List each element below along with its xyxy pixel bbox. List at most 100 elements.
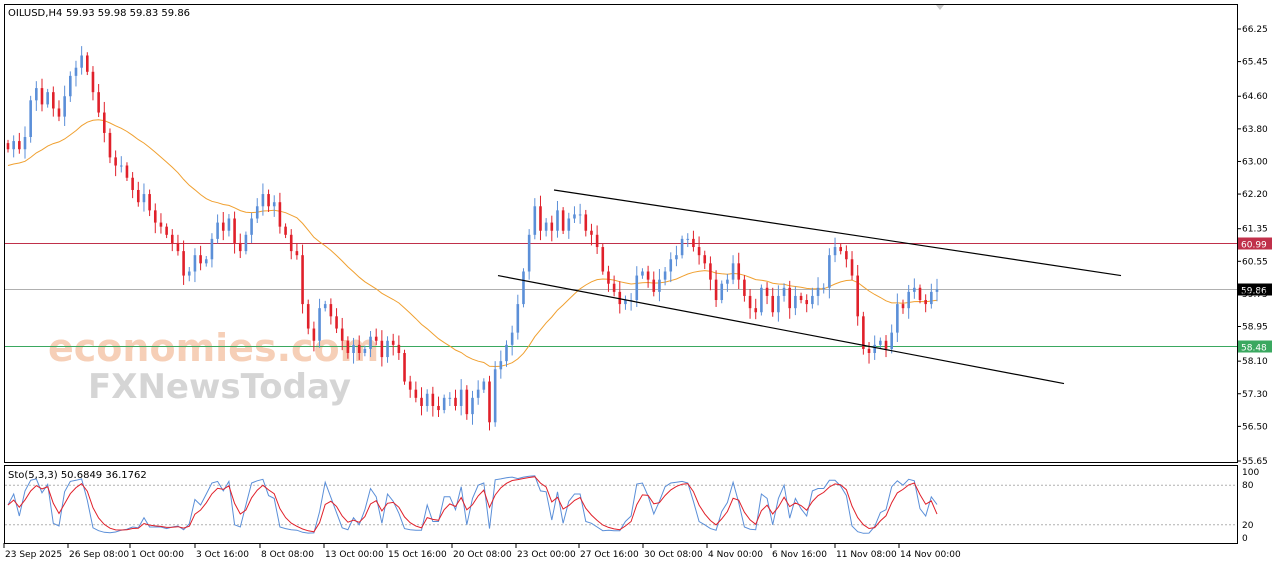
candle bbox=[731, 255, 735, 285]
candle bbox=[216, 214, 219, 244]
y-tick-label: 58.10 bbox=[1242, 357, 1268, 367]
candle bbox=[267, 189, 270, 212]
candle bbox=[913, 278, 916, 299]
candle bbox=[454, 389, 457, 411]
candle bbox=[760, 284, 763, 316]
candle bbox=[346, 336, 350, 359]
candle bbox=[425, 389, 429, 412]
candle bbox=[471, 390, 474, 425]
candle bbox=[403, 349, 406, 385]
candle bbox=[652, 271, 656, 297]
x-tick-label: 26 Sep 08:00 bbox=[69, 550, 129, 560]
candle bbox=[839, 243, 843, 255]
candle bbox=[420, 387, 423, 416]
candle bbox=[476, 380, 480, 405]
candle bbox=[431, 386, 435, 417]
y-tick-label: 60.55 bbox=[1242, 257, 1268, 267]
channel-lower-line[interactable] bbox=[497, 274, 1065, 385]
candle bbox=[108, 128, 112, 164]
candle bbox=[573, 206, 576, 223]
y-tick-label: 56.50 bbox=[1242, 422, 1268, 432]
stochastic-main-line bbox=[7, 475, 938, 534]
candle bbox=[86, 52, 89, 76]
watermark-line2: FXNewsToday bbox=[88, 367, 351, 407]
candle bbox=[924, 294, 927, 313]
candle bbox=[199, 245, 202, 271]
x-tick-label: 11 Nov 08:00 bbox=[836, 550, 897, 560]
candle bbox=[465, 385, 469, 420]
stochastic-axis-label: 100 bbox=[1242, 468, 1259, 478]
candle bbox=[29, 95, 32, 143]
candle bbox=[499, 350, 503, 379]
x-tick-label: 23 Oct 00:00 bbox=[517, 550, 576, 560]
candle bbox=[850, 251, 854, 281]
candle bbox=[675, 245, 678, 267]
candle bbox=[799, 292, 803, 304]
candle bbox=[57, 100, 61, 122]
candle bbox=[726, 273, 729, 292]
candle bbox=[125, 162, 129, 182]
candle bbox=[930, 283, 933, 309]
candle bbox=[352, 337, 355, 364]
candle bbox=[890, 324, 893, 354]
candle bbox=[527, 229, 531, 280]
candle bbox=[641, 268, 644, 279]
candle bbox=[227, 214, 231, 237]
moving-average-line bbox=[7, 119, 938, 368]
candle bbox=[74, 60, 78, 87]
candle bbox=[822, 283, 826, 294]
candle bbox=[136, 181, 140, 207]
candle bbox=[590, 223, 593, 246]
candle bbox=[329, 298, 333, 325]
candle bbox=[442, 394, 446, 414]
candle bbox=[714, 270, 718, 307]
candle bbox=[884, 335, 888, 358]
x-tick-label: 15 Oct 16:00 bbox=[388, 550, 447, 560]
scroll-marker-icon[interactable] bbox=[936, 5, 944, 10]
candle bbox=[335, 308, 338, 334]
candle bbox=[414, 381, 418, 403]
channel-upper-line[interactable] bbox=[553, 189, 1122, 277]
candle bbox=[709, 256, 712, 291]
candle bbox=[595, 225, 599, 254]
x-tick-label: 27 Oct 16:00 bbox=[580, 550, 639, 560]
candle bbox=[176, 234, 180, 256]
candle bbox=[624, 295, 627, 310]
stochastic-axis-label: 20 bbox=[1242, 521, 1254, 531]
candle bbox=[765, 282, 769, 305]
current-price-line-label: 59.86 bbox=[1241, 287, 1267, 297]
candle bbox=[459, 379, 463, 416]
candle bbox=[250, 212, 253, 243]
candle bbox=[391, 333, 395, 356]
candle bbox=[918, 284, 922, 304]
candle bbox=[533, 198, 537, 240]
x-tick-label: 23 Sep 2025 bbox=[5, 550, 62, 560]
candle bbox=[901, 299, 905, 314]
candle bbox=[159, 213, 163, 234]
candle bbox=[102, 101, 106, 143]
candle bbox=[289, 229, 293, 260]
candle bbox=[845, 245, 848, 268]
candle bbox=[867, 341, 871, 364]
candle bbox=[488, 375, 491, 431]
resistance-line-label: 60.99 bbox=[1241, 241, 1267, 251]
candle bbox=[771, 287, 775, 317]
candle bbox=[448, 392, 452, 406]
y-tick-label: 66.25 bbox=[1242, 25, 1268, 35]
candle bbox=[40, 78, 44, 112]
y-tick-label: 55.65 bbox=[1242, 457, 1268, 467]
y-tick-label: 61.35 bbox=[1242, 225, 1268, 235]
candle bbox=[142, 183, 146, 212]
candle bbox=[782, 283, 786, 302]
candle bbox=[295, 242, 299, 260]
price-panel bbox=[4, 4, 1238, 463]
candle bbox=[748, 289, 752, 319]
candle bbox=[896, 293, 899, 342]
candle bbox=[386, 336, 389, 363]
candle bbox=[816, 277, 820, 306]
candle bbox=[18, 132, 21, 154]
x-tick-label: 6 Nov 16:00 bbox=[772, 550, 827, 560]
candle bbox=[397, 335, 401, 360]
